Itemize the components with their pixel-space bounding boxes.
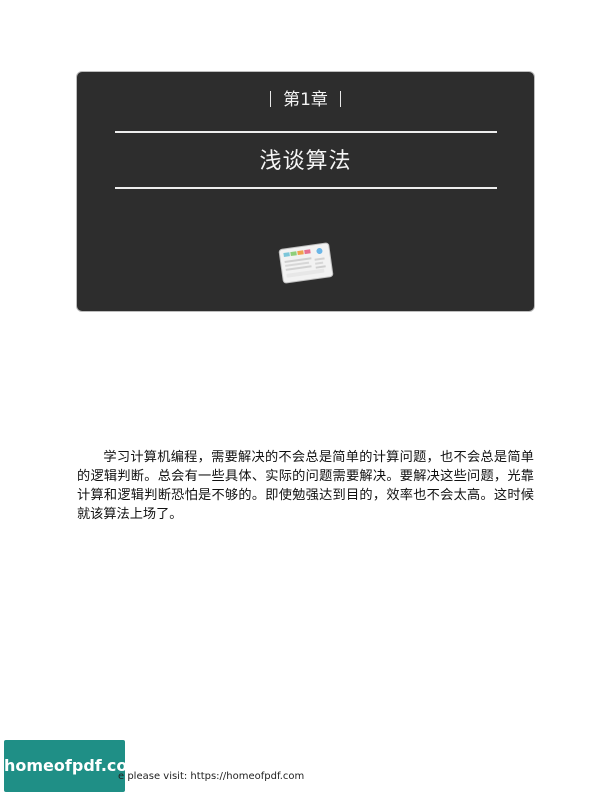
intro-paragraph: 学习计算机编程，需要解决的不会总是简单的计算问题，也不会总是简单的逻辑判断。总会… (77, 450, 534, 522)
left-separator (270, 91, 272, 107)
chapter-title: 浅谈算法 (259, 149, 352, 174)
chapter-number: 第1章 (283, 90, 328, 110)
dashboard-card-icon (278, 242, 334, 284)
right-separator (339, 91, 341, 107)
chapter-label-row: 第1章 (77, 89, 534, 111)
chapter-header-box: 第1章 浅谈算法 (77, 72, 534, 311)
footer-visit-text: e please visit: https://homeofpdf.com (118, 771, 305, 782)
homeofpdf-logo: homeofpdf.com (4, 740, 144, 792)
bottom-divider (115, 187, 497, 189)
top-divider (115, 131, 497, 133)
